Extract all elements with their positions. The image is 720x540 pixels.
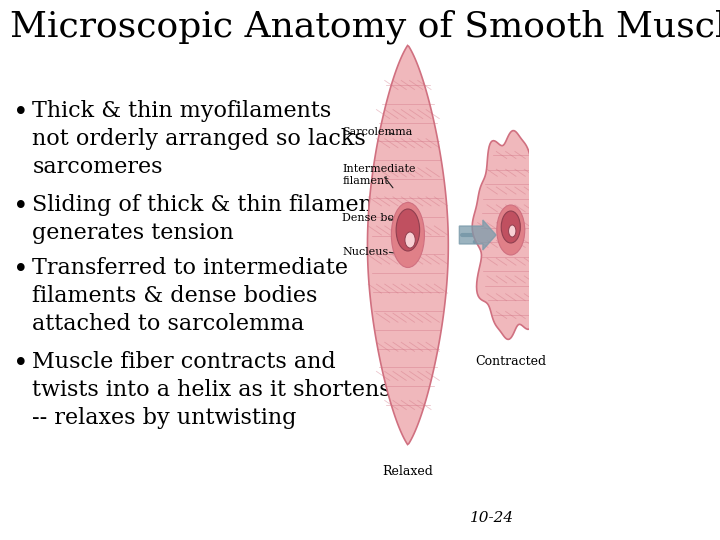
Text: Microscopic Anatomy of Smooth Muscle: Microscopic Anatomy of Smooth Muscle [10, 10, 720, 44]
Text: Transferred to intermediate
filaments & dense bodies
attached to sarcolemma: Transferred to intermediate filaments & … [32, 256, 348, 334]
Ellipse shape [508, 225, 516, 237]
Ellipse shape [392, 202, 424, 267]
Text: Sarcolemma: Sarcolemma [343, 127, 413, 137]
Text: Muscle fiber contracts and
twists into a helix as it shortens
-- relaxes by untw: Muscle fiber contracts and twists into a… [32, 351, 391, 429]
Text: •: • [13, 100, 29, 125]
Text: Thick & thin myofilaments
not orderly arranged so lacks
sarcomeres: Thick & thin myofilaments not orderly ar… [32, 100, 366, 178]
Text: 10-24: 10-24 [470, 511, 515, 525]
Text: Relaxed: Relaxed [382, 465, 433, 478]
Polygon shape [367, 45, 449, 444]
Ellipse shape [405, 232, 415, 248]
Text: Sliding of thick & thin filaments
generates tension: Sliding of thick & thin filaments genera… [32, 194, 394, 245]
Ellipse shape [396, 209, 420, 251]
Polygon shape [472, 131, 549, 340]
Ellipse shape [497, 205, 525, 255]
Text: Contracted: Contracted [475, 355, 546, 368]
Text: Dense body: Dense body [343, 213, 408, 223]
Text: Intermediate
filament: Intermediate filament [343, 164, 416, 186]
Ellipse shape [501, 211, 521, 243]
FancyArrow shape [459, 220, 496, 250]
Text: Nucleus: Nucleus [343, 247, 389, 257]
Text: •: • [13, 351, 29, 376]
Text: •: • [13, 256, 29, 281]
Text: •: • [13, 194, 29, 219]
